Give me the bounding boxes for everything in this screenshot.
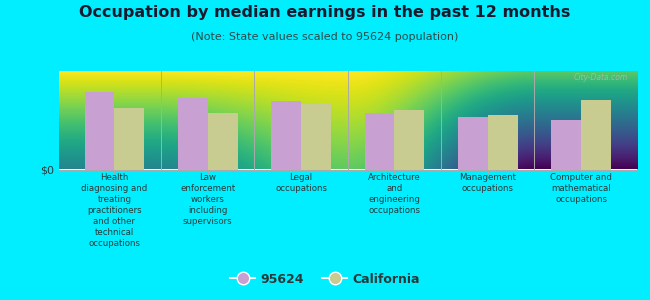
Bar	[84, 92, 114, 170]
Legend: 95624, California: 95624, California	[225, 268, 425, 291]
Text: Occupation by median earnings in the past 12 months: Occupation by median earnings in the pas…	[79, 4, 571, 20]
Bar	[365, 113, 395, 169]
Bar	[301, 103, 331, 169]
Text: Law
enforcement
workers
including
supervisors: Law enforcement workers including superv…	[180, 172, 235, 226]
Text: Health
diagnosing and
treating
practitioners
and other
technical
occupations: Health diagnosing and treating practitio…	[81, 172, 148, 248]
Bar	[488, 115, 517, 170]
Bar	[114, 108, 144, 170]
Bar	[581, 100, 611, 170]
Text: Management
occupations: Management occupations	[459, 172, 516, 193]
Text: City-Data.com: City-Data.com	[574, 74, 629, 82]
Text: Computer and
mathematical
occupations: Computer and mathematical occupations	[550, 172, 612, 204]
Bar	[208, 113, 238, 169]
Bar	[551, 121, 581, 170]
Bar	[395, 110, 424, 169]
Bar	[458, 117, 488, 170]
Text: (Note: State values scaled to 95624 population): (Note: State values scaled to 95624 popu…	[191, 32, 459, 41]
Text: Architecture
and
engineering
occupations: Architecture and engineering occupations	[368, 172, 421, 215]
Text: Legal
occupations: Legal occupations	[275, 172, 327, 193]
Bar	[178, 98, 208, 169]
Bar	[271, 101, 301, 170]
